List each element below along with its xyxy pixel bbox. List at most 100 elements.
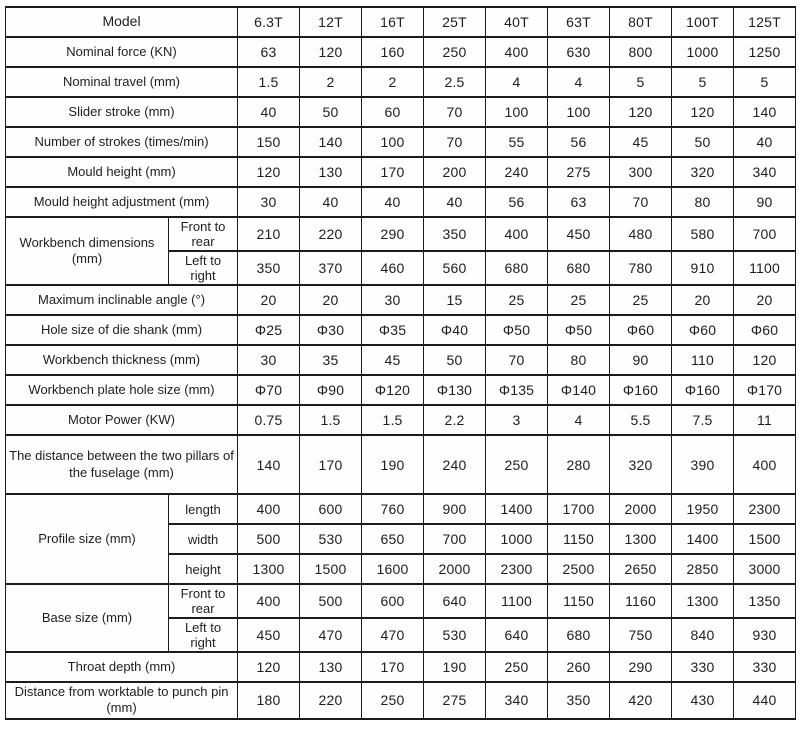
spec-value-cell: 25 [485,284,549,316]
spec-value-cell: 330 [671,651,735,683]
spec-value-cell: 3000 [733,553,797,585]
spec-value-cell: 140 [733,96,797,128]
spec-value-cell: 70 [485,344,549,376]
spec-value-cell: Φ120 [361,374,425,406]
spec-value-cell: 1100 [733,250,797,286]
spec-value-cell: 56 [485,186,549,218]
spec-value-cell: 40 [733,126,797,158]
spec-value-cell: 190 [361,434,425,495]
spec-value-cell: 170 [299,434,363,495]
table-row-workbench-dimensions-0: Workbench dimensions (mm) Front to rear 21… [5,216,797,286]
model-name-cell: 16T [361,6,425,38]
spec-value-cell: 280 [547,434,611,495]
spec-value-cell: 800 [609,36,673,68]
table-row-maximum-inclinable-angle: Maximum inclinable angle (°) 20 20 30 15 25 25… [4,284,797,316]
spec-value-cell: 260 [547,651,611,683]
spec-value-cell: 2.5 [423,66,487,98]
spec-value-cell: 1400 [485,493,549,525]
spec-value-cell: 30 [361,284,425,316]
model-name-cell: 6.3T [237,6,301,38]
spec-value-cell: 350 [547,681,611,720]
spec-table-container: Model 6.3T 12T 16T 25T 40T 63T 80T 100T 125T Nomin… [4,6,797,720]
spec-value-cell: Φ35 [361,314,425,346]
spec-value-cell: 1400 [671,523,735,555]
spec-value-cell: 680 [485,250,549,286]
spec-value-cell: 250 [423,36,487,68]
spec-value-cell: Φ160 [609,374,673,406]
spec-sub-label-cell: Front to rear [167,583,239,619]
spec-value-cell: 35 [299,344,363,376]
spec-sub-label-cell: Left to right [167,617,239,653]
spec-label-cell-throat-depth: Throat depth (mm) [4,651,239,683]
spec-value-cell: 500 [237,523,301,555]
spec-value-cell: 120 [237,156,301,188]
spec-value-cell: 130 [299,156,363,188]
spec-value-cell: 1000 [485,523,549,555]
spec-value-cell: 2000 [423,553,487,585]
spec-value-cell: 160 [361,36,425,68]
spec-value-cell: 900 [423,493,487,525]
spec-value-cell: 130 [299,651,363,683]
spec-sub-label-cell: height [167,553,239,585]
spec-value-cell: Φ90 [299,374,363,406]
table-row-workbench-plate-hole-size: Workbench plate hole size (mm) Φ70 Φ90 Φ120… [4,374,797,406]
spec-value-cell: 1.5 [361,404,425,436]
spec-value-cell: Φ25 [237,314,301,346]
spec-value-cell: 240 [485,156,549,188]
table-row-nominal-travel: Nominal travel (mm) 1.5 2 2 2.5 4 4 5 5 5 [4,66,797,98]
spec-value-cell: 1300 [237,553,301,585]
spec-value-cell: 180 [237,681,301,720]
spec-label-cell-maximum-inclinable-angle: Maximum inclinable angle (°) [4,284,239,316]
spec-value-cell: 840 [671,617,735,653]
spec-value-cell: 1000 [671,36,735,68]
spec-value-cell: Φ170 [733,374,797,406]
spec-value-cell: 70 [609,186,673,218]
table-row-workbench-thickness: Workbench thickness (mm) 30 35 45 50 70 80 90 11… [4,344,797,376]
spec-value-cell: 2300 [733,493,797,525]
spec-label-cell-hole-size-of-die-shank: Hole size of die shank (mm) [4,314,239,346]
machine-spec-table: Model 6.3T 12T 16T 25T 40T 63T 80T 100T 125T Nomin… [4,6,797,720]
spec-sub-label-cell: length [167,493,239,525]
spec-value-cell: 340 [485,681,549,720]
spec-value-cell: 440 [733,681,797,720]
spec-value-cell: 460 [361,250,425,286]
spec-label-cell-profile-size: Profile size (mm) [5,493,169,585]
spec-label-cell-workbench-thickness: Workbench thickness (mm) [4,344,239,376]
spec-value-cell: 1250 [733,36,797,68]
spec-value-cell: 20 [733,284,797,316]
spec-label-cell-slider-stroke: Slider stroke (mm) [4,96,239,128]
spec-value-cell: 560 [423,250,487,286]
spec-value-cell: 640 [485,617,549,653]
table-row-workbench-dimensions-1: Left to right 350 370 460 560 680 680 780 910 110… [6,250,797,286]
spec-value-cell: 70 [423,96,487,128]
model-name-cell: 100T [671,6,735,38]
spec-label-cell-mould-height: Mould height (mm) [4,156,239,188]
spec-value-cell: 25 [609,284,673,316]
spec-value-cell: 640 [423,583,487,619]
table-row-pillar-distance: The distance between the two pillars of … [4,434,797,495]
spec-value-cell: 290 [609,651,673,683]
spec-value-cell: 240 [423,434,487,495]
spec-value-cell: 55 [485,126,549,158]
spec-value-cell: 430 [671,681,735,720]
spec-value-cell: 50 [423,344,487,376]
spec-value-cell: 7.5 [671,404,735,436]
spec-value-cell: 480 [609,216,673,252]
spec-value-cell: 530 [423,617,487,653]
spec-value-cell: 1150 [547,523,611,555]
spec-value-cell: 1300 [609,523,673,555]
spec-value-cell: 140 [299,126,363,158]
spec-value-cell: 400 [485,36,549,68]
table-row-profile-size-2: height 1300 1500 1600 2000 2300 2500 2650 2850 30… [6,553,797,585]
spec-value-cell: 680 [547,617,611,653]
spec-value-cell: 220 [299,216,363,252]
spec-value-cell: 1700 [547,493,611,525]
table-row-mould-height: Mould height (mm) 120 130 170 200 240 275 300 32… [4,156,797,188]
table-row-number-of-strokes: Number of strokes (times/min) 150 140 100 70… [4,126,797,158]
spec-value-cell: 5 [609,66,673,98]
spec-value-cell: 210 [237,216,301,252]
spec-value-cell: 400 [237,583,301,619]
spec-value-cell: 63 [237,36,301,68]
spec-value-cell: 300 [609,156,673,188]
spec-value-cell: 750 [609,617,673,653]
